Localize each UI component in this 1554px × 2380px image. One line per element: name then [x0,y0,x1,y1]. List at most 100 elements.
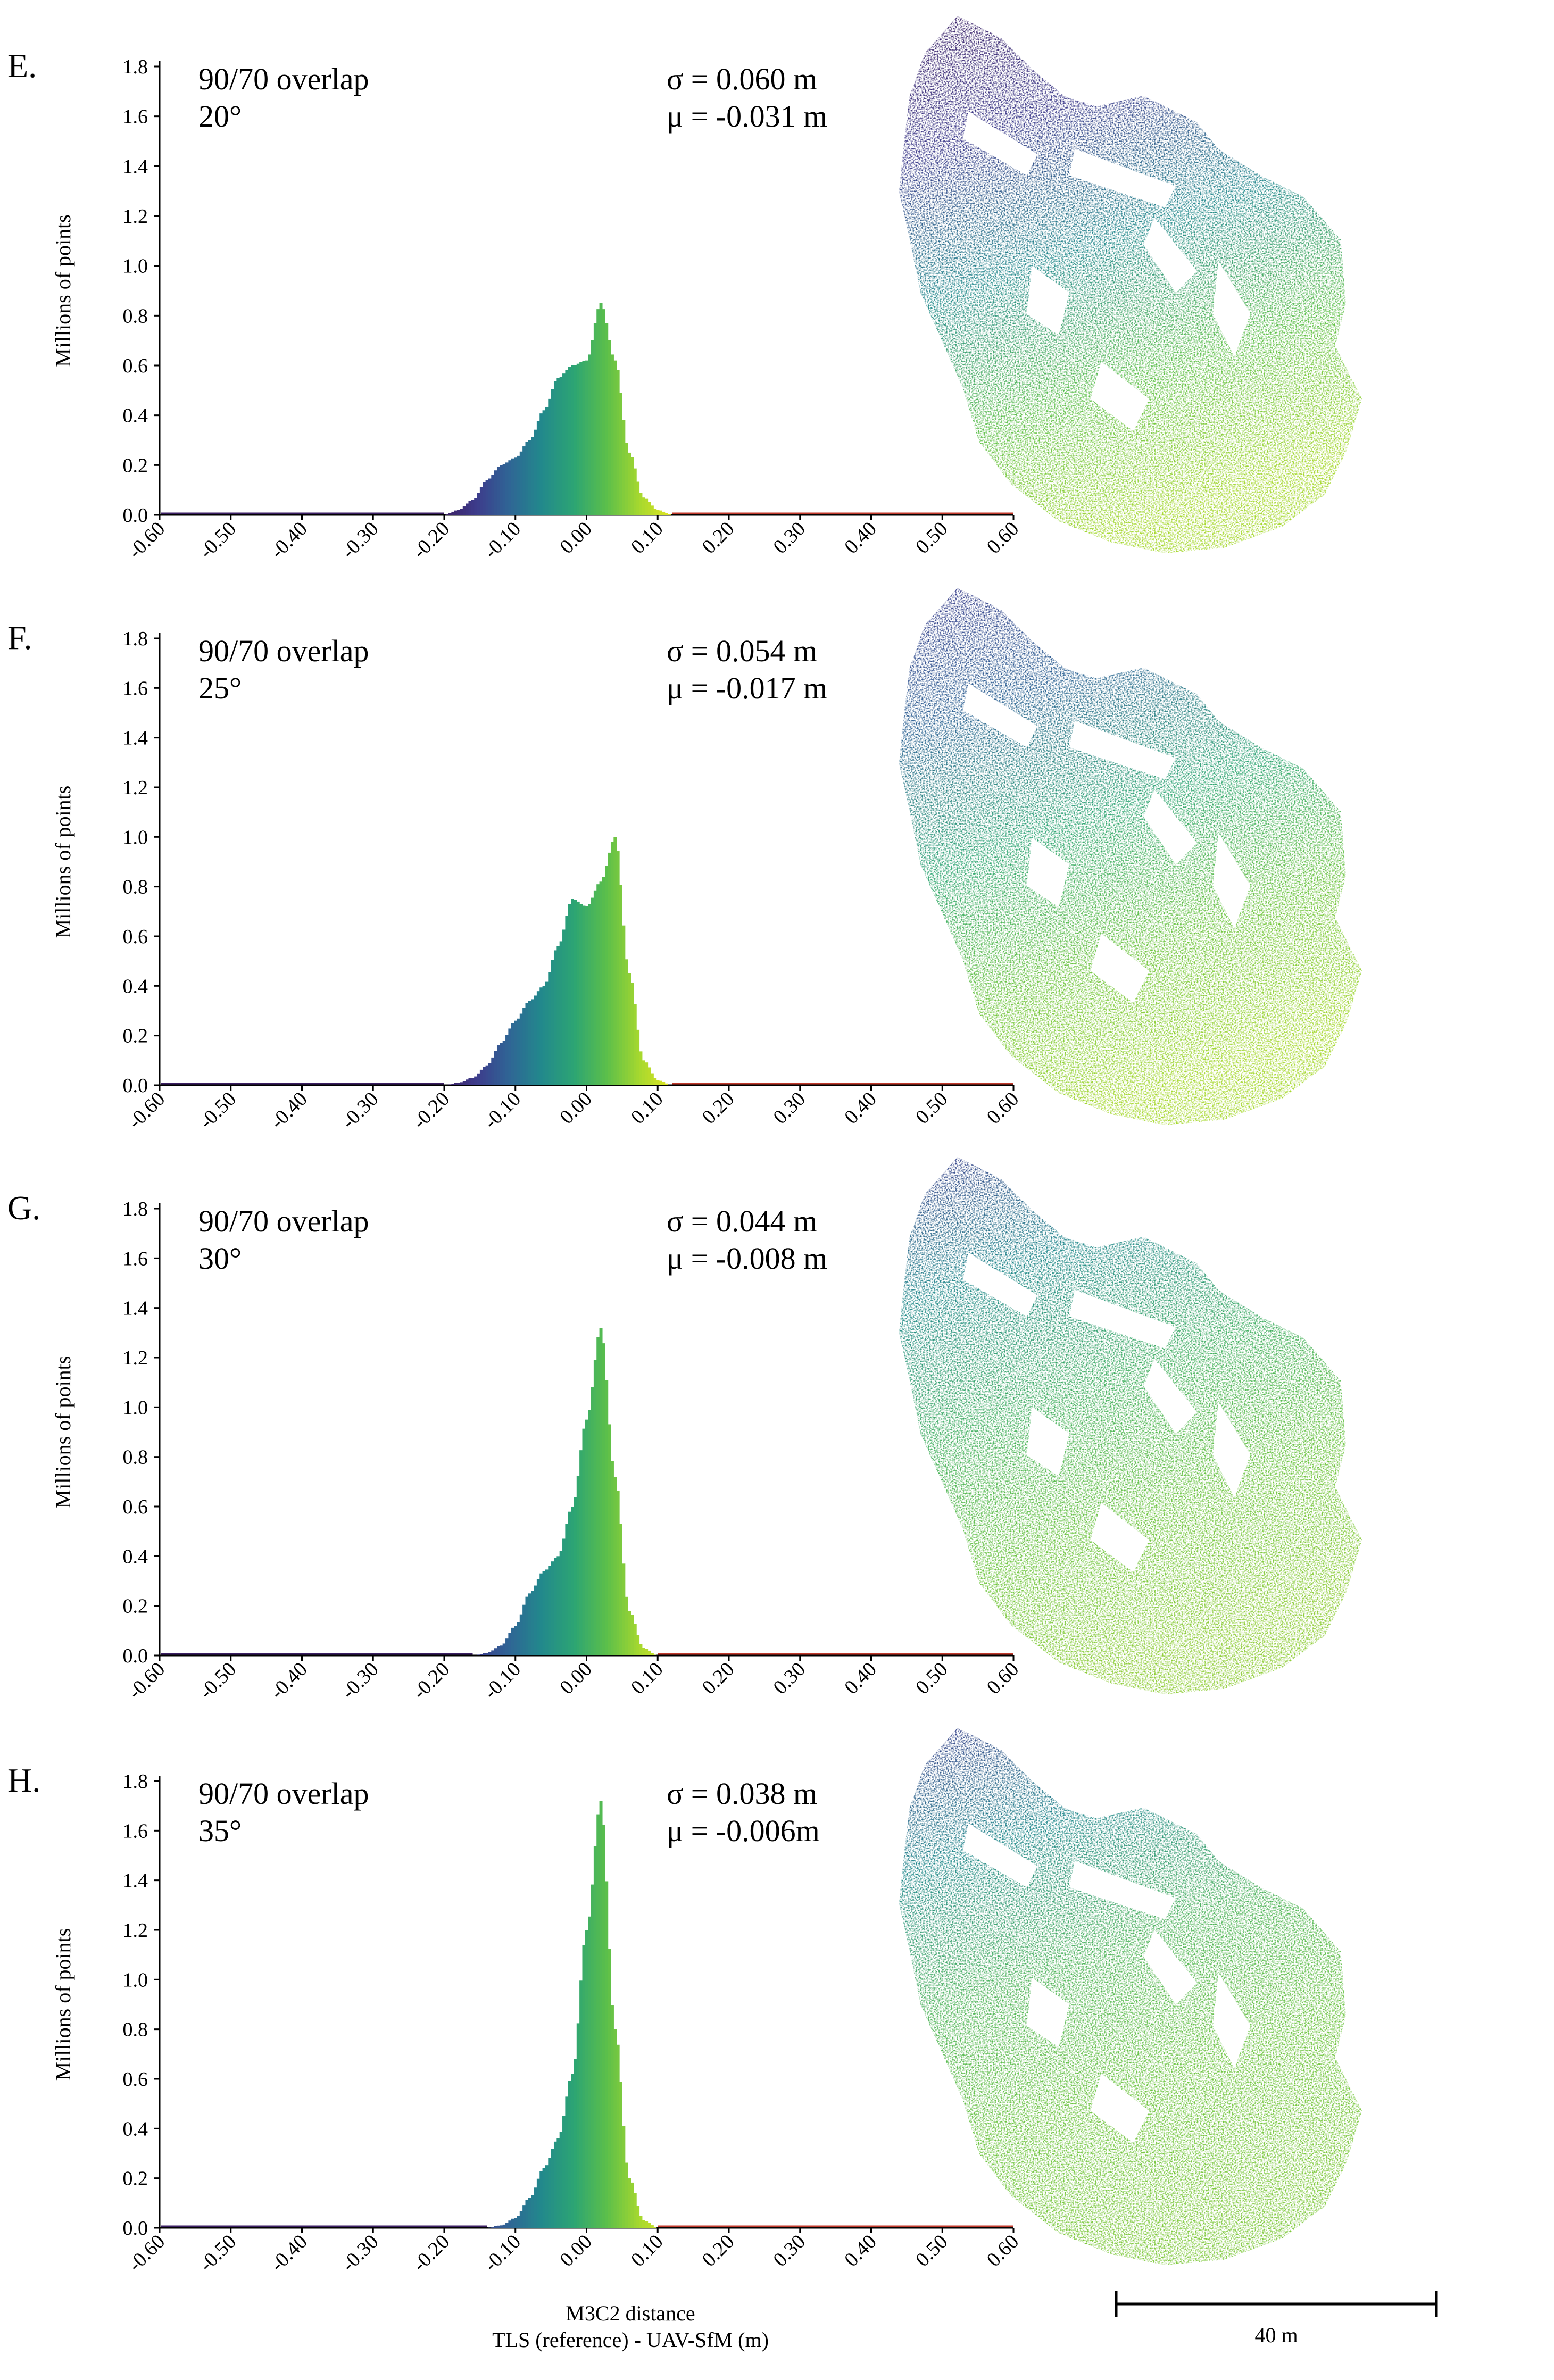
histogram-bar [548,1566,552,1655]
x-tick-label: -0.20 [409,2231,454,2276]
histogram-bar [539,1573,543,1655]
histogram-bar [485,1653,489,1655]
map-gap [1213,261,1250,356]
x-tick-label: -0.20 [409,518,454,563]
histogram-bar [522,1008,526,1085]
histogram-bar [610,354,614,515]
map-gap [1027,266,1069,335]
histogram-bar [477,1654,480,1655]
y-tick-label: 1.0 [123,1396,148,1419]
histogram-bar [542,1571,546,1655]
histogram-bar [511,1627,514,1655]
histogram-bar [619,1524,622,1655]
map-gap [1069,1290,1176,1349]
histogram-bar [485,480,489,515]
map-gap [1213,833,1250,928]
x-tick-label: -0.40 [266,518,312,563]
histogram-bar [588,1916,592,2228]
histogram-bar [500,1645,503,1655]
histogram-bar [491,1650,495,1655]
histogram-bar [457,1083,461,1085]
panel-letter: G. [7,1189,40,1227]
histogram-bar [602,1343,605,1655]
x-tick-label: 0.50 [911,518,952,559]
condition-label: 90/70 overlap [198,634,369,668]
histogram-bar [667,514,671,515]
histogram-bar [514,1020,518,1085]
x-tick-label: -0.50 [195,518,240,563]
histogram-bar [625,1596,628,1655]
histogram-bar [514,2218,518,2228]
x-tick-label: 0.10 [627,518,668,559]
histogram-bar [582,905,586,1085]
x-tick-label: 0.30 [769,1658,810,1699]
y-tick-label: 1.8 [123,1198,148,1220]
histogram-bar [539,2171,543,2228]
map-gap [1144,218,1197,293]
histogram-bar [531,2195,535,2228]
y-tick-label: 0.2 [123,1025,148,1047]
histogram-bar [508,1633,512,1655]
histogram-bar [585,1930,588,2228]
x-tick-label: 0.00 [555,1658,596,1699]
histogram-bar [502,2224,506,2228]
x-tick-label: 0.40 [840,518,881,559]
x-axis-label-line1: M3C2 distance [566,2301,695,2325]
histogram-bar [477,1073,480,1085]
histogram-bar [551,389,554,515]
y-tick-label: 0.6 [123,926,148,948]
histogram-bar [633,2193,637,2228]
histogram-bar [496,467,500,515]
y-tick-label: 0.0 [123,1075,148,1097]
y-tick-label: 0.4 [123,405,148,427]
histogram-bar [483,1067,486,1085]
histogram-bar [536,1579,540,1655]
histogram-bar [650,1073,654,1085]
y-tick-label: 1.4 [123,155,148,178]
x-tick-label: 0.20 [698,1658,739,1699]
histogram-bar [494,1051,497,1085]
histogram-bar [534,2187,537,2228]
histogram-bar [599,1801,603,2228]
histogram-bar [653,1078,657,1085]
histogram-bar [610,2005,614,2228]
map-gap [1027,1407,1069,1476]
histogram-bar [616,370,620,515]
mu-label: μ = -0.006m [667,1813,820,1848]
histogram-bar [642,497,645,515]
x-tick-label: 0.40 [840,1658,881,1699]
x-tick-label: 0.30 [769,1088,810,1129]
angle-label: 20° [198,99,242,134]
histogram-bar [448,513,452,515]
histogram-bar [548,972,552,1085]
histogram-bar [528,1593,531,1655]
histogram-bar [625,959,628,1085]
histogram-bar [559,1551,563,1655]
histogram-bar [596,1337,600,1655]
map-gap [1091,2074,1149,2143]
x-tick-label: 0.50 [911,1658,952,1699]
histogram-bar [451,511,455,515]
histogram-bar [608,852,611,1085]
histogram-bar [619,393,622,515]
histogram-bar [571,899,575,1085]
angle-label: 30° [198,1241,242,1276]
histogram-bar [553,950,557,1085]
histogram-bar [585,1419,588,1655]
histogram-bar [608,1949,611,2228]
x-tick-label: 0.10 [627,1658,668,1699]
y-tick-label: 1.6 [123,1247,148,1270]
histogram-bar [633,1004,637,1085]
histogram-bar [511,2218,514,2228]
angle-label: 35° [198,1813,242,1848]
histogram-bar [636,2206,640,2228]
panel-letter: E. [7,47,37,85]
histogram-bar [639,1644,643,1655]
mu-label: μ = -0.017 m [667,671,827,705]
x-tick-label: -0.30 [337,518,383,563]
y-tick-label: 1.2 [123,1919,148,1942]
histogram-bar [568,2081,571,2228]
y-tick-label: 1.2 [123,205,148,228]
